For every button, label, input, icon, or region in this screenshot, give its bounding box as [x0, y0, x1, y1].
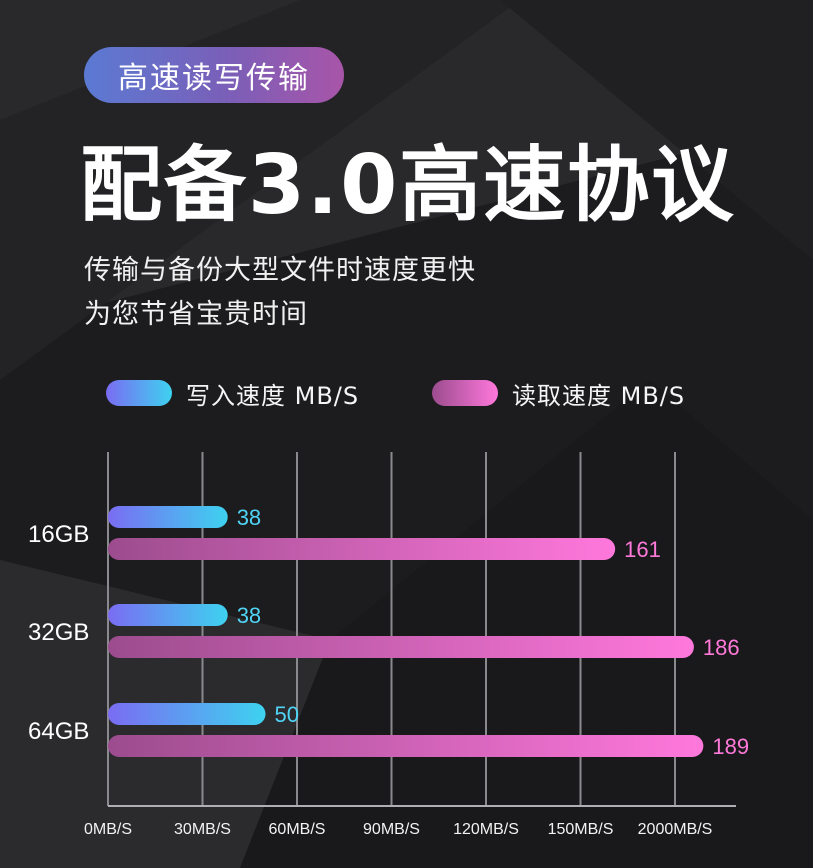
read-speed-bar: [108, 538, 616, 560]
read-speed-bar: [108, 636, 694, 658]
x-tick-label: 30MB/S: [174, 821, 231, 838]
x-tick-label: 0MB/S: [84, 821, 132, 838]
feature-badge: 高速读写传输: [84, 47, 344, 103]
category-label: 64GB: [28, 718, 89, 745]
read-speed-bar: [108, 735, 704, 757]
x-tick-label: 150MB/S: [548, 821, 614, 838]
write-speed-value: 38: [237, 505, 261, 530]
write-speed-value: 50: [275, 702, 299, 727]
legend-label-write: 写入速度 MB/S: [186, 381, 360, 410]
legend-read: 读取速度 MB/S: [432, 378, 686, 410]
x-tick-label: 120MB/S: [453, 821, 519, 838]
legend-swatch-write: [106, 380, 172, 406]
x-tick-label: 90MB/S: [363, 821, 420, 838]
read-speed-value: 186: [703, 635, 740, 660]
write-speed-bar: [108, 604, 228, 626]
write-speed-bar: [108, 506, 228, 528]
legend-label-read: 读取速度 MB/S: [512, 381, 686, 410]
subtitle-line-1: 传输与备份大型文件时速度更快: [84, 255, 476, 286]
read-speed-value: 161: [624, 537, 661, 562]
x-tick-label: 60MB/S: [269, 821, 326, 838]
legend-write: 写入速度 MB/S: [106, 378, 360, 410]
write-speed-value: 38: [237, 603, 261, 628]
write-speed-bar: [108, 703, 266, 725]
read-speed-value: 189: [712, 734, 749, 759]
category-label: 16GB: [28, 521, 89, 548]
category-label: 32GB: [28, 619, 89, 646]
subtitle-line-2: 为您节省宝贵时间: [84, 299, 308, 330]
legend-swatch-read: [432, 380, 498, 406]
page-title: 配备3.0高速协议: [80, 138, 736, 233]
x-tick-label: 2000MB/S: [638, 821, 713, 838]
